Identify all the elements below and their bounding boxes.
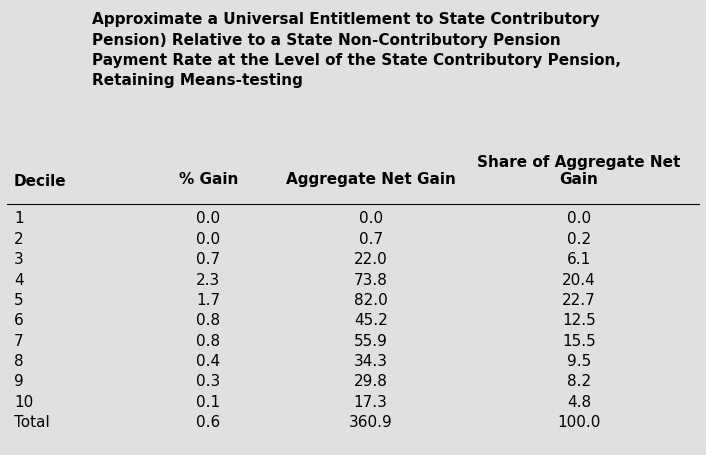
Text: 55.9: 55.9 — [354, 333, 388, 348]
Text: Approximate a Universal Entitlement to State Contributory
Pension) Relative to a: Approximate a Universal Entitlement to S… — [92, 12, 621, 88]
Text: 2.3: 2.3 — [196, 272, 220, 287]
Text: 6.1: 6.1 — [567, 252, 591, 267]
Text: 0.1: 0.1 — [196, 394, 220, 409]
Text: 82.0: 82.0 — [354, 292, 388, 307]
Text: 4: 4 — [14, 272, 24, 287]
Text: 4.8: 4.8 — [567, 394, 591, 409]
Text: 360.9: 360.9 — [349, 414, 393, 429]
Text: Share of Aggregate Net
Gain: Share of Aggregate Net Gain — [477, 155, 681, 187]
Text: 6: 6 — [14, 313, 24, 328]
Text: 0.8: 0.8 — [196, 333, 220, 348]
Text: 0.4: 0.4 — [196, 353, 220, 368]
Text: 1: 1 — [14, 211, 24, 226]
Text: 5: 5 — [14, 292, 24, 307]
Text: 10: 10 — [14, 394, 33, 409]
Text: 3: 3 — [14, 252, 24, 267]
Text: 34.3: 34.3 — [354, 353, 388, 368]
Text: 9: 9 — [14, 374, 24, 389]
Text: Decile: Decile — [14, 174, 67, 189]
Text: 9.5: 9.5 — [567, 353, 591, 368]
Text: 22.7: 22.7 — [562, 292, 596, 307]
Text: 0.0: 0.0 — [196, 231, 220, 246]
Text: Aggregate Net Gain: Aggregate Net Gain — [286, 172, 455, 187]
Text: 1.7: 1.7 — [196, 292, 220, 307]
Text: 20.4: 20.4 — [562, 272, 596, 287]
Text: 45.2: 45.2 — [354, 313, 388, 328]
Text: 100.0: 100.0 — [557, 414, 601, 429]
Text: 0.0: 0.0 — [359, 211, 383, 226]
Text: 73.8: 73.8 — [354, 272, 388, 287]
Text: 29.8: 29.8 — [354, 374, 388, 389]
Text: 0.2: 0.2 — [567, 231, 591, 246]
Text: 22.0: 22.0 — [354, 252, 388, 267]
Text: 7: 7 — [14, 333, 24, 348]
Text: 0.7: 0.7 — [359, 231, 383, 246]
Text: % Gain: % Gain — [179, 172, 238, 187]
Text: 8.2: 8.2 — [567, 374, 591, 389]
Text: 12.5: 12.5 — [562, 313, 596, 328]
Text: 2: 2 — [14, 231, 24, 246]
Text: 0.3: 0.3 — [196, 374, 220, 389]
Text: 0.7: 0.7 — [196, 252, 220, 267]
Text: 15.5: 15.5 — [562, 333, 596, 348]
Text: 0.6: 0.6 — [196, 414, 220, 429]
Text: 0.0: 0.0 — [196, 211, 220, 226]
Text: 17.3: 17.3 — [354, 394, 388, 409]
Text: 0.0: 0.0 — [567, 211, 591, 226]
Text: 0.8: 0.8 — [196, 313, 220, 328]
Text: 8: 8 — [14, 353, 24, 368]
Text: Total: Total — [14, 414, 50, 429]
